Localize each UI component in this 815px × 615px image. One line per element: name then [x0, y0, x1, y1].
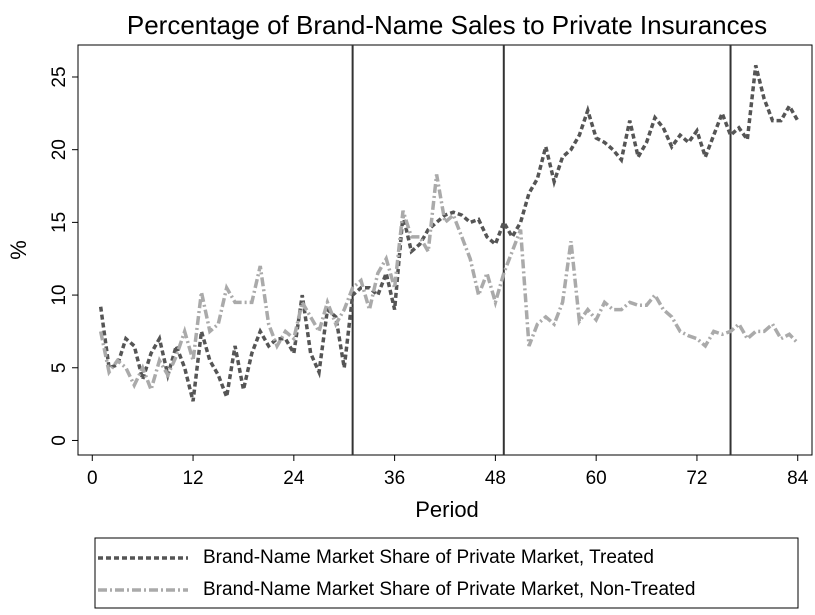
legend-label: Brand-Name Market Share of Private Marke… — [203, 547, 654, 568]
legend-label: Brand-Name Market Share of Private Marke… — [203, 579, 695, 600]
series-line — [98, 174, 799, 396]
y-tick-label: 0 — [49, 435, 70, 446]
x-tick-label: 12 — [182, 468, 203, 489]
y-tick-label: 10 — [49, 285, 70, 306]
y-tick-label: 15 — [49, 212, 70, 233]
plot-frame — [77, 44, 813, 456]
x-tick-label: 0 — [87, 468, 98, 489]
x-tick-label: 24 — [283, 468, 305, 489]
y-axis-label: % — [6, 240, 31, 260]
series-line — [98, 64, 800, 404]
y-tick-label: 25 — [49, 66, 70, 87]
x-tick-label: 84 — [787, 468, 809, 489]
y-tick-label: 5 — [49, 362, 70, 373]
x-tick-label: 72 — [686, 468, 707, 489]
legend-box — [94, 537, 799, 609]
x-tick-label: 48 — [485, 468, 506, 489]
x-tick-label: 60 — [586, 468, 607, 489]
x-axis-label: Period — [415, 497, 479, 522]
y-tick-label: 20 — [49, 139, 70, 160]
x-tick-label: 36 — [384, 468, 405, 489]
chart-title: Percentage of Brand-Name Sales to Privat… — [127, 10, 767, 40]
